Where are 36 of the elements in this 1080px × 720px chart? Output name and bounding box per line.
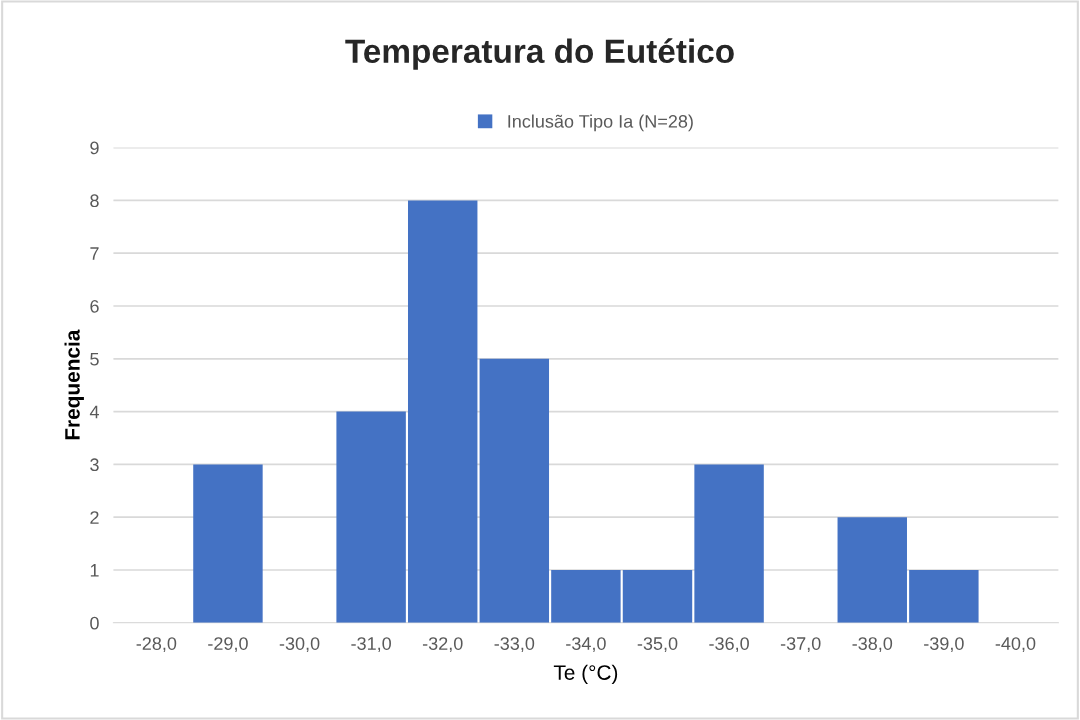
x-tick-label: -38,0: [852, 637, 893, 653]
x-tick-label: -36,0: [709, 637, 749, 653]
x-tick-label: -30,0: [279, 637, 320, 653]
chart-title: Temperatura do Eutético: [345, 38, 734, 70]
y-tick-label: 5: [90, 352, 99, 366]
bar: [622, 570, 693, 623]
x-tick-label: -39,0: [924, 637, 964, 653]
y-tick-label: 8: [90, 194, 99, 208]
bar: [694, 464, 764, 623]
bar: [336, 411, 406, 623]
x-tick-label: -37,0: [780, 637, 821, 653]
legend-label: Inclusão Tipo Ia (N=28): [508, 114, 693, 132]
y-tick-label: 6: [90, 299, 99, 313]
y-tick-label: 2: [90, 511, 99, 524]
bar: [909, 570, 979, 623]
bar: [479, 358, 550, 623]
x-tick-label: -33,0: [494, 637, 535, 653]
bar: [551, 570, 621, 623]
x-tick-label: -34,0: [566, 637, 606, 653]
x-tick-label: -28,0: [136, 637, 177, 653]
bar: [193, 464, 263, 623]
y-axis-title: Frequencia: [64, 329, 84, 440]
bar: [408, 200, 478, 623]
y-tick-label: 9: [90, 141, 99, 155]
y-tick-label: 3: [90, 458, 99, 472]
y-tick-label: 7: [90, 247, 99, 260]
x-tick-label: -31,0: [351, 637, 391, 653]
bar: [837, 517, 907, 623]
y-tick-label: 0: [90, 616, 99, 630]
x-axis-title: Te (°C): [553, 664, 618, 685]
x-tick-label: -40,0: [995, 637, 1036, 653]
x-tick-label: -29,0: [208, 637, 248, 653]
y-tick-label: 1: [90, 564, 99, 577]
y-tick-label: 4: [89, 405, 99, 419]
x-tick-label: -35,0: [637, 637, 678, 653]
x-tick-label: -32,0: [422, 637, 463, 653]
